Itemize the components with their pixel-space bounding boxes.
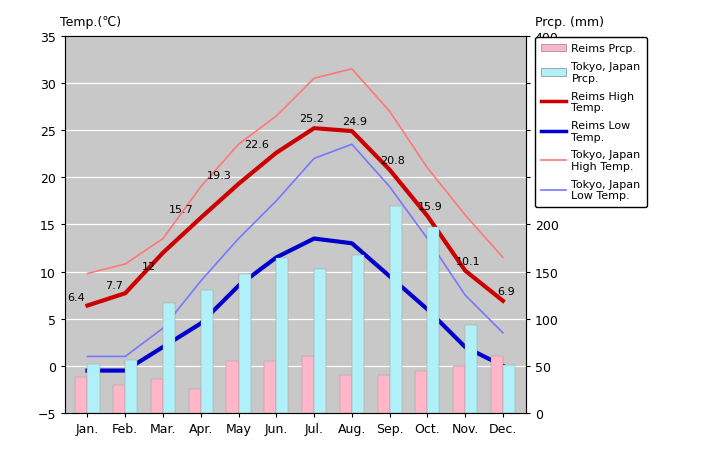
Y-axis label: Prcp. (mm): Prcp. (mm): [535, 16, 604, 29]
Bar: [377, 375, 390, 413]
Bar: [453, 366, 465, 413]
Bar: [352, 255, 364, 413]
Bar: [151, 379, 163, 413]
Bar: [302, 357, 314, 413]
Bar: [415, 371, 428, 413]
Bar: [428, 228, 439, 413]
Text: 6.4: 6.4: [68, 292, 85, 302]
Bar: [201, 291, 213, 413]
Bar: [390, 206, 402, 413]
Text: 22.6: 22.6: [244, 140, 269, 150]
Text: 25.2: 25.2: [299, 114, 324, 124]
Text: 12: 12: [142, 262, 156, 272]
Bar: [314, 269, 326, 413]
Bar: [503, 365, 515, 413]
Y-axis label: Temp.(℃): Temp.(℃): [60, 16, 121, 29]
Bar: [163, 303, 175, 413]
Bar: [125, 360, 138, 413]
Bar: [76, 377, 87, 413]
Bar: [340, 375, 352, 413]
Text: 19.3: 19.3: [207, 171, 231, 181]
Bar: [264, 361, 276, 413]
Bar: [87, 364, 99, 413]
Text: 10.1: 10.1: [456, 256, 480, 266]
Legend: Reims Prcp., Tokyo, Japan
Prcp., Reims High
Temp., Reims Low
Temp., Tokyo, Japan: Reims Prcp., Tokyo, Japan Prcp., Reims H…: [535, 38, 647, 207]
Bar: [491, 357, 503, 413]
Bar: [465, 325, 477, 413]
Bar: [238, 275, 251, 413]
Text: 15.9: 15.9: [418, 202, 443, 212]
Bar: [276, 259, 289, 413]
Bar: [227, 361, 238, 413]
Text: 24.9: 24.9: [342, 117, 367, 127]
Text: 6.9: 6.9: [497, 286, 515, 296]
Text: 15.7: 15.7: [169, 205, 194, 215]
Text: 20.8: 20.8: [380, 156, 405, 165]
Text: 7.7: 7.7: [105, 280, 123, 290]
Bar: [189, 390, 201, 413]
Bar: [113, 385, 125, 413]
